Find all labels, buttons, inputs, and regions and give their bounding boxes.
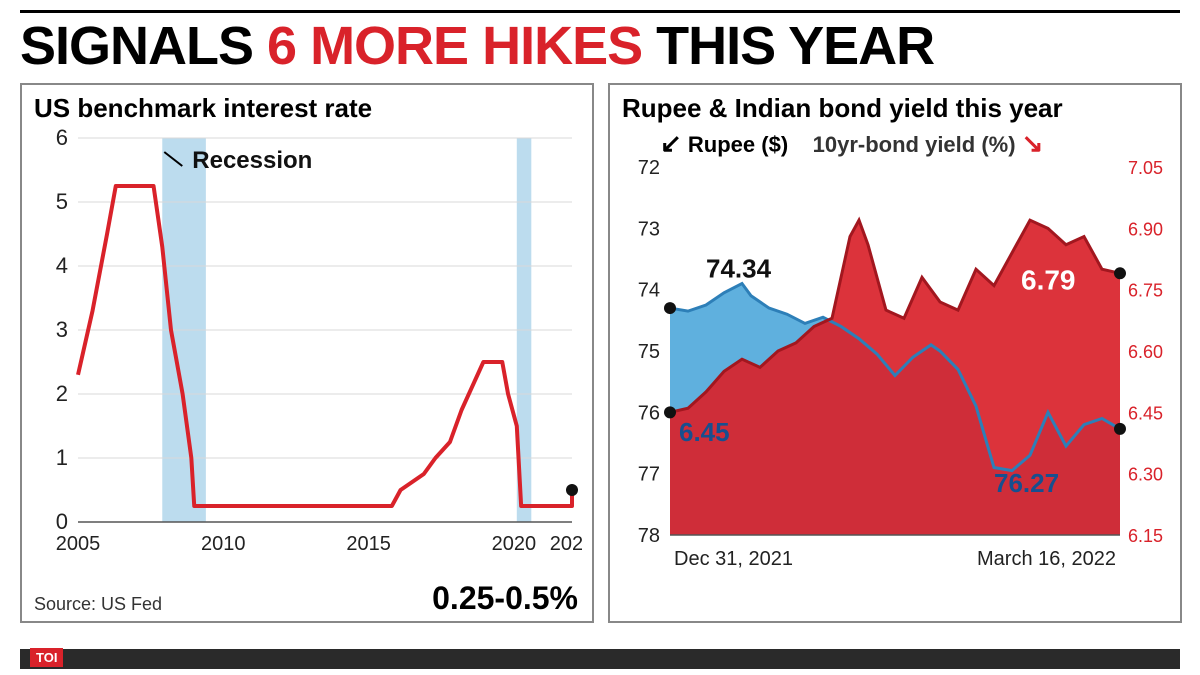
svg-text:6.30: 6.30 — [1128, 465, 1163, 485]
svg-text:72: 72 — [638, 159, 660, 179]
legend-arrow-right: ↘ — [1022, 128, 1044, 158]
svg-text:73: 73 — [638, 218, 660, 240]
svg-text:6.45: 6.45 — [1128, 403, 1163, 423]
svg-text:6.45: 6.45 — [679, 417, 730, 447]
svg-text:76.27: 76.27 — [994, 468, 1059, 498]
left-footnote: 0.25-0.5% — [432, 580, 578, 617]
svg-text:3: 3 — [56, 317, 68, 342]
svg-text:7.05: 7.05 — [1128, 159, 1163, 178]
svg-text:2022: 2022 — [550, 533, 582, 555]
right-title: Rupee & Indian bond yield this year — [622, 93, 1170, 124]
svg-text:75: 75 — [638, 341, 660, 363]
headline-post: THIS YEAR — [642, 16, 934, 76]
svg-text:78: 78 — [638, 525, 660, 547]
svg-text:6.90: 6.90 — [1128, 219, 1163, 239]
headline-em: 6 MORE HIKES — [267, 16, 642, 76]
right-panel: Rupee & Indian bond yield this year ↙ Ru… — [608, 83, 1182, 623]
svg-text:77: 77 — [638, 464, 660, 486]
left-panel: US benchmark interest rate 0 1 2 3 4 5 6 2005 20… — [20, 83, 594, 623]
svg-text:6.60: 6.60 — [1128, 342, 1163, 362]
svg-text:2020: 2020 — [492, 533, 537, 555]
legend-yield: 10yr-bond yield (%) — [813, 132, 1016, 157]
svg-text:74.34: 74.34 — [706, 253, 772, 283]
svg-text:2015: 2015 — [346, 533, 391, 555]
svg-text:6: 6 — [56, 128, 68, 150]
page: SIGNALS 6 MORE HIKES THIS YEAR US benchm… — [0, 0, 1200, 675]
svg-text:5: 5 — [56, 189, 68, 214]
left-title: US benchmark interest rate — [34, 93, 582, 124]
left-chart: 0 1 2 3 4 5 6 2005 2010 2015 2020 2022 Recession — [32, 128, 582, 568]
svg-text:4: 4 — [56, 253, 68, 278]
svg-text:1: 1 — [56, 445, 68, 470]
svg-text:Recession: Recession — [192, 147, 312, 174]
svg-text:6.75: 6.75 — [1128, 281, 1163, 301]
headline-pre: SIGNALS — [20, 16, 267, 76]
left-source: Source: US Fed — [34, 594, 162, 615]
legend-arrow-left: ↙ — [660, 128, 682, 158]
svg-text:Dec 31, 2021: Dec 31, 2021 — [674, 548, 793, 570]
svg-text:76: 76 — [638, 402, 660, 424]
legend-rupee: Rupee ($) — [688, 132, 788, 157]
right-legend: ↙ Rupee ($) 10yr-bond yield (%) ↘ — [660, 128, 1170, 159]
toi-badge: TOI — [30, 648, 63, 667]
footer-bar — [20, 649, 1180, 669]
svg-text:2005: 2005 — [56, 533, 101, 555]
svg-text:2: 2 — [56, 381, 68, 406]
svg-text:2010: 2010 — [201, 533, 246, 555]
svg-text:74: 74 — [638, 280, 660, 302]
right-chart: 72 73 74 75 76 77 78 7.05 6.90 6.75 6.60 6.45 6.30 6.… — [620, 159, 1170, 579]
svg-text:March 16, 2022: March 16, 2022 — [977, 548, 1116, 570]
svg-text:6.79: 6.79 — [1021, 265, 1076, 296]
panels: US benchmark interest rate 0 1 2 3 4 5 6 2005 20… — [20, 83, 1180, 623]
headline: SIGNALS 6 MORE HIKES THIS YEAR — [20, 19, 1180, 73]
svg-text:6.15: 6.15 — [1128, 526, 1163, 546]
svg-text:0: 0 — [56, 509, 68, 534]
top-rule — [20, 10, 1180, 13]
